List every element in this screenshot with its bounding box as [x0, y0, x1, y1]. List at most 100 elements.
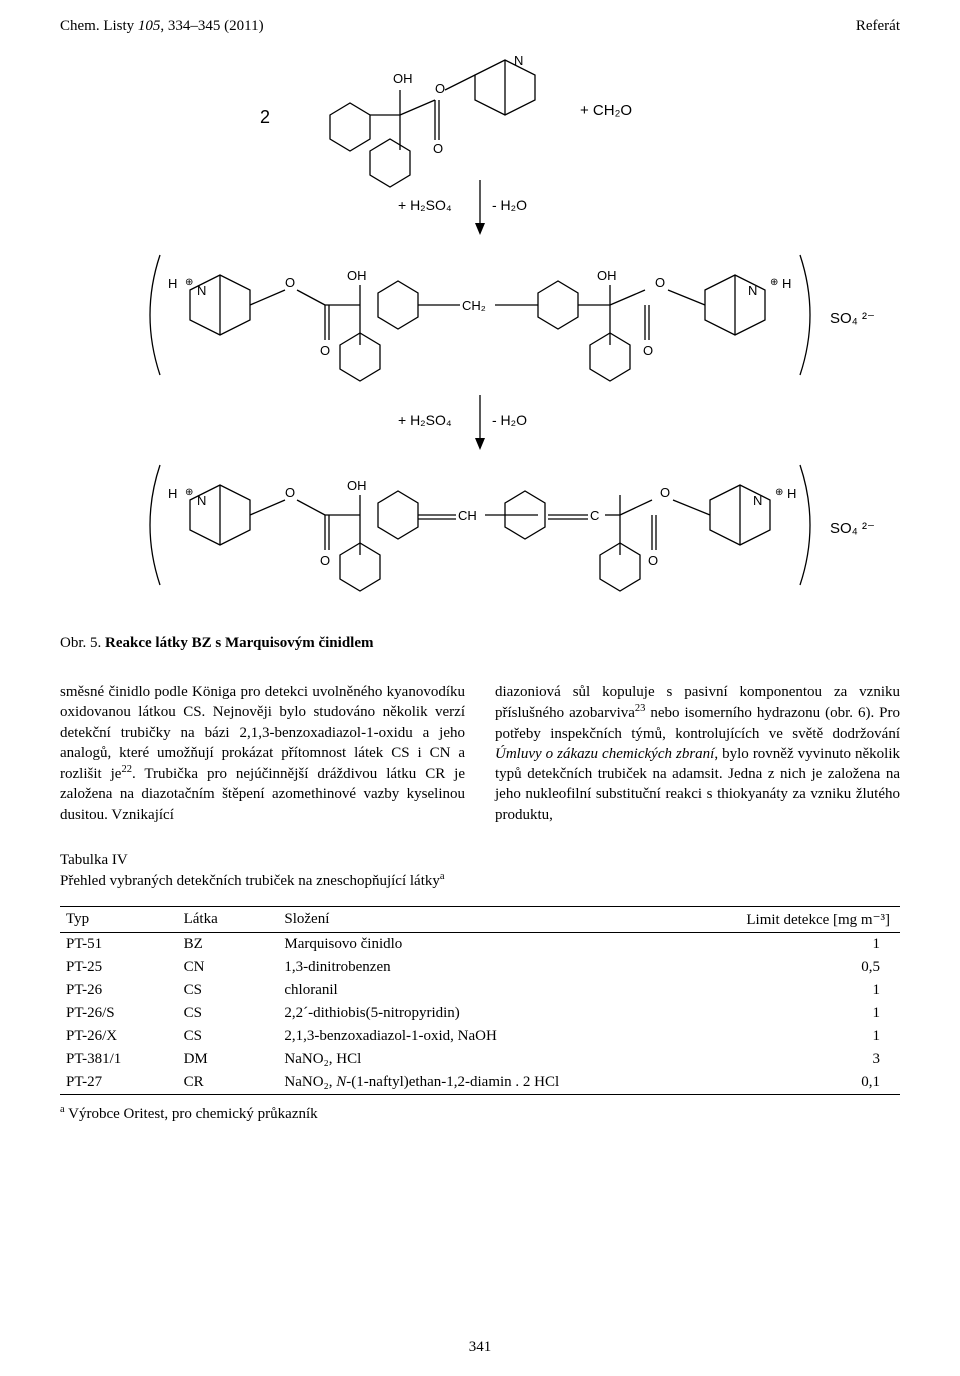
- svg-text:⊕: ⊕: [775, 487, 783, 498]
- svg-text:H: H: [168, 276, 177, 291]
- cell-latka: CS: [178, 1025, 279, 1048]
- table-title: Tabulka IV Přehled vybraných detekčních …: [0, 825, 960, 897]
- table-row: PT-51 BZ Marquisovo činidlo 1: [60, 933, 900, 957]
- svg-text:O: O: [320, 343, 330, 358]
- table-footnote: a Výrobce Oritest, pro chemický průkazní…: [0, 1096, 960, 1123]
- svg-text:2: 2: [260, 107, 270, 127]
- para-right: diazoniová sůl kopuluje s pasivní kompon…: [495, 684, 900, 823]
- cell-limit: 1: [682, 1025, 900, 1048]
- svg-text:O: O: [285, 485, 295, 500]
- cell-typ: PT-26: [60, 979, 178, 1002]
- svg-text:OH: OH: [347, 268, 367, 283]
- column-left: směsné činidlo podle Königa pro detekci …: [60, 682, 465, 825]
- caption-text: Reakce látky BZ s Marquisovým činidlem: [105, 635, 373, 651]
- svg-text:+ CH₂O: + CH₂O: [580, 102, 632, 119]
- svg-text:CH: CH: [458, 508, 477, 523]
- cell-typ: PT-26/S: [60, 1002, 178, 1025]
- svg-text:+ H₂SO₄: + H₂SO₄: [398, 197, 452, 213]
- table-caption-sup: a: [440, 871, 445, 882]
- figure-caption: Obr. 5. Reakce látky BZ s Marquisovým či…: [0, 605, 960, 682]
- cell-latka: DM: [178, 1048, 279, 1071]
- journal-volume: 105: [138, 18, 161, 34]
- cell-typ: PT-381/1: [60, 1048, 178, 1071]
- cell-typ: PT-25: [60, 956, 178, 979]
- svg-text:- H₂O: - H₂O: [492, 412, 527, 428]
- svg-text:N: N: [197, 283, 206, 298]
- cell-limit: 1: [682, 979, 900, 1002]
- col-typ: Typ: [60, 907, 178, 933]
- cell-latka: BZ: [178, 933, 279, 957]
- svg-text:O: O: [433, 141, 443, 156]
- svg-text:H: H: [168, 486, 177, 501]
- cell-limit: 0,1: [682, 1071, 900, 1095]
- svg-text:⊕: ⊕: [770, 277, 778, 288]
- svg-text:OH: OH: [597, 268, 617, 283]
- svg-text:+ H₂SO₄: + H₂SO₄: [398, 412, 452, 428]
- svg-text:C: C: [590, 508, 599, 523]
- cell-slozeni: Marquisovo činidlo: [278, 933, 681, 957]
- table-header-row: Typ Látka Složení Limit detekce [mg m⁻³]: [60, 907, 900, 933]
- reaction-scheme: 2 OH O O N + CH₂O + H₂SO₄ - H₂O SO₄ ²⁻ H: [60, 45, 900, 605]
- svg-text:N: N: [748, 283, 757, 298]
- footnote-text: Výrobce Oritest, pro chemický průkazník: [65, 1106, 318, 1122]
- table-row: PT-26/S CS 2,2´-dithiobis(5-nitropyridin…: [60, 1002, 900, 1025]
- cell-limit: 1: [682, 1002, 900, 1025]
- svg-text:OH: OH: [393, 71, 413, 86]
- svg-text:O: O: [285, 275, 295, 290]
- cell-latka: CS: [178, 979, 279, 1002]
- body-text: směsné činidlo podle Königa pro detekci …: [0, 682, 960, 825]
- svg-text:N: N: [753, 493, 762, 508]
- svg-text:N: N: [197, 493, 206, 508]
- col-limit: Limit detekce [mg m⁻³]: [682, 907, 900, 933]
- svg-text:O: O: [660, 485, 670, 500]
- table-row: PT-25 CN 1,3-dinitrobenzen 0,5: [60, 956, 900, 979]
- svg-text:⊕: ⊕: [185, 277, 193, 288]
- cell-slozeni: NaNO₂, HCl: [278, 1048, 681, 1071]
- journal-pages: , 334–345 (2011): [160, 18, 263, 34]
- detection-table: Typ Látka Složení Limit detekce [mg m⁻³]…: [0, 896, 960, 1096]
- page-number: 341: [0, 1339, 960, 1356]
- table-caption: Přehled vybraných detekčních trubiček na…: [60, 870, 900, 891]
- journal-name: Chem. Listy: [60, 18, 138, 34]
- cell-slozeni: 2,2´-dithiobis(5-nitropyridin): [278, 1002, 681, 1025]
- table-number: Tabulka IV: [60, 850, 900, 870]
- journal-ref: Chem. Listy 105, 334–345 (2011): [60, 18, 264, 35]
- cell-limit: 0,5: [682, 956, 900, 979]
- caption-prefix: Obr. 5.: [60, 635, 105, 651]
- article-type: Referát: [856, 18, 900, 35]
- table-row: PT-381/1 DM NaNO₂, HCl 3: [60, 1048, 900, 1071]
- cell-latka: CR: [178, 1071, 279, 1095]
- table-row: PT-27 CR NaNO₂, N-(1-naftyl)ethan-1,2-di…: [60, 1071, 900, 1095]
- cell-slozeni: chloranil: [278, 979, 681, 1002]
- svg-text:O: O: [320, 553, 330, 568]
- table-row: PT-26 CS chloranil 1: [60, 979, 900, 1002]
- col-slozeni: Složení: [278, 907, 681, 933]
- cell-latka: CN: [178, 956, 279, 979]
- table-caption-text: Přehled vybraných detekčních trubiček na…: [60, 873, 440, 889]
- cell-limit: 1: [682, 933, 900, 957]
- svg-text:SO₄ ²⁻: SO₄ ²⁻: [830, 310, 875, 327]
- cell-limit: 3: [682, 1048, 900, 1071]
- svg-text:- H₂O: - H₂O: [492, 197, 527, 213]
- svg-text:CH₂: CH₂: [462, 298, 486, 313]
- svg-text:⊕: ⊕: [185, 487, 193, 498]
- svg-text:O: O: [643, 343, 653, 358]
- page-header: Chem. Listy 105, 334–345 (2011) Referát: [0, 0, 960, 45]
- svg-text:O: O: [648, 553, 658, 568]
- svg-text:N: N: [514, 53, 523, 68]
- cell-typ: PT-51: [60, 933, 178, 957]
- cell-typ: PT-27: [60, 1071, 178, 1095]
- table-row: PT-26/X CS 2,1,3-benzoxadiazol-1-oxid, N…: [60, 1025, 900, 1048]
- cell-typ: PT-26/X: [60, 1025, 178, 1048]
- cell-slozeni: 1,3-dinitrobenzen: [278, 956, 681, 979]
- cell-latka: CS: [178, 1002, 279, 1025]
- svg-text:SO₄ ²⁻: SO₄ ²⁻: [830, 520, 875, 537]
- svg-text:OH: OH: [347, 478, 367, 493]
- svg-text:H: H: [782, 276, 791, 291]
- cell-slozeni: 2,1,3-benzoxadiazol-1-oxid, NaOH: [278, 1025, 681, 1048]
- svg-text:H: H: [787, 486, 796, 501]
- col-latka: Látka: [178, 907, 279, 933]
- svg-text:O: O: [435, 81, 445, 96]
- cell-slozeni: NaNO₂, N-(1-naftyl)ethan-1,2-diamin . 2 …: [278, 1071, 681, 1095]
- para-left: směsné činidlo podle Königa pro detekci …: [60, 684, 465, 823]
